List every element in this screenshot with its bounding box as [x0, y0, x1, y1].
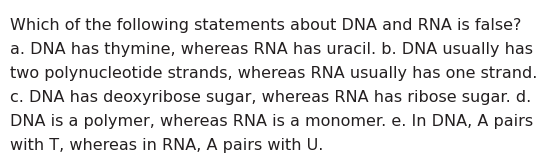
- Text: with T, whereas in RNA, A pairs with U.: with T, whereas in RNA, A pairs with U.: [10, 138, 324, 153]
- Text: two polynucleotide strands, whereas RNA usually has one strand.: two polynucleotide strands, whereas RNA …: [10, 66, 537, 81]
- Text: c. DNA has deoxyribose sugar, whereas RNA has ribose sugar. d.: c. DNA has deoxyribose sugar, whereas RN…: [10, 90, 531, 105]
- Text: DNA is a polymer, whereas RNA is a monomer. e. In DNA, A pairs: DNA is a polymer, whereas RNA is a monom…: [10, 114, 533, 129]
- Text: a. DNA has thymine, whereas RNA has uracil. b. DNA usually has: a. DNA has thymine, whereas RNA has urac…: [10, 42, 533, 57]
- Text: Which of the following statements about DNA and RNA is false?: Which of the following statements about …: [10, 18, 521, 33]
